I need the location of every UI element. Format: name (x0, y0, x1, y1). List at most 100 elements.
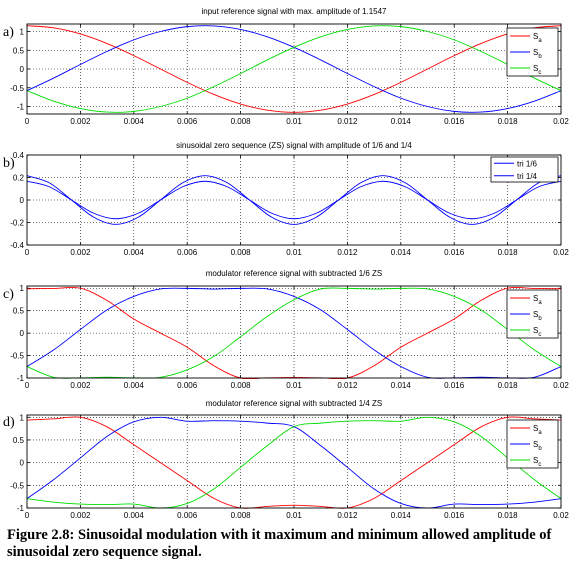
chart-title: input reference signal with max. amplitu… (202, 7, 388, 16)
legend-entry-label: Sb (533, 440, 542, 452)
series-line-sc (27, 287, 561, 379)
legend: Sa Sb Sc (506, 289, 559, 339)
y-tick-label: 0.4 (13, 151, 25, 160)
x-tick-label: 0.014 (391, 511, 412, 520)
x-tick-label: 0.01 (286, 117, 302, 126)
legend-entry-label: Sb (533, 48, 542, 60)
x-tick-label: 0.004 (124, 511, 145, 520)
x-tick-label: 0.01 (286, 248, 302, 257)
y-tick-label: -0.5 (10, 352, 24, 361)
x-tick-label: 0.02 (553, 381, 569, 390)
x-tick-label: 0.018 (498, 117, 519, 126)
series-line-tri-1-6 (27, 180, 561, 220)
chart-panel-2: b) sinusoidal zero sequence (ZS) signal w… (3, 141, 569, 257)
y-tick-label: -1 (17, 374, 25, 383)
x-tick-label: 0.006 (177, 117, 198, 126)
axes-box (26, 23, 562, 115)
x-tick-label: 0.002 (70, 511, 91, 520)
y-tick-label: 1 (20, 284, 25, 293)
x-tick-label: 0.018 (498, 248, 519, 257)
x-tick-label: 0 (25, 381, 30, 390)
x-tick-label: 0.012 (337, 248, 358, 257)
y-tick-label: -1 (17, 103, 25, 112)
legend-entry-label: Sa (533, 294, 542, 306)
chart-panel-4: d) modulator reference signal with subtra… (3, 399, 569, 520)
x-tick-label: 0.012 (337, 381, 358, 390)
y-tick-label: 0.2 (13, 174, 25, 183)
series-line-sb (27, 287, 561, 379)
legend-entry-subscript: c (538, 462, 541, 468)
x-tick-label: 0.012 (337, 117, 358, 126)
legend-entry-label: Sc (533, 456, 541, 468)
legend: Sa Sb Sc (506, 419, 559, 469)
legend-entry-subscript: c (538, 332, 541, 338)
x-tick-label: 0.004 (124, 248, 145, 257)
y-tick-label: 0 (20, 329, 25, 338)
y-tick-label: 0 (20, 196, 25, 205)
axes-box (26, 285, 562, 379)
y-tick-label: 0 (20, 459, 25, 468)
x-tick-label: 0.004 (124, 117, 145, 126)
x-tick-label: 0.008 (231, 248, 252, 257)
legend-entry-subscript: a (538, 300, 542, 306)
x-tick-label: 0.014 (391, 248, 412, 257)
chart-title: modulator reference signal with subtract… (206, 399, 383, 408)
legend-entry-label: Sa (533, 424, 542, 436)
x-tick-label: 0.006 (177, 381, 198, 390)
x-tick-label: 0.018 (498, 511, 519, 520)
legend-entry-label: tri 1/4 (517, 172, 538, 181)
x-tick-label: 0 (25, 248, 30, 257)
y-tick-label: 0 (20, 65, 25, 74)
x-tick-label: 0.004 (124, 381, 145, 390)
legend-entry-subscript: b (538, 54, 542, 60)
series-line-sc (27, 416, 561, 509)
axes-box (26, 154, 562, 246)
x-tick-label: 0.01 (286, 511, 302, 520)
panel-letter: a) (3, 25, 14, 40)
legend-entry-subscript: a (538, 430, 542, 436)
x-tick-label: 0.002 (70, 248, 91, 257)
x-tick-label: 0.012 (337, 511, 358, 520)
legend-entry-label: Sa (533, 32, 542, 44)
series-line-sa (27, 25, 561, 113)
x-tick-label: 0.016 (444, 117, 465, 126)
chart-title: modulator reference signal with subtract… (206, 269, 383, 278)
x-tick-label: 0.008 (231, 511, 252, 520)
x-tick-label: 0.016 (444, 248, 465, 257)
figure-canvas: a) input reference signal with max. ampli… (3, 7, 569, 520)
chart-panel-3: c) modulator reference signal with subtra… (3, 269, 569, 390)
y-tick-label: 1 (20, 28, 25, 37)
x-tick-label: 0.02 (553, 511, 569, 520)
legend: tri 1/6 tri 1/4 (490, 156, 559, 183)
y-tick-label: 0.5 (13, 46, 25, 55)
y-tick-label: -0.4 (10, 241, 24, 250)
legend: Sa Sb Sc (506, 27, 559, 77)
panel-letter: d) (3, 415, 15, 430)
x-tick-label: 0.002 (70, 117, 91, 126)
x-tick-label: 0.008 (231, 117, 252, 126)
series-line-tri-1-4 (27, 175, 561, 225)
legend-entry-subscript: c (538, 70, 541, 76)
x-tick-label: 0.014 (391, 381, 412, 390)
legend-entry-subscript: b (538, 446, 542, 452)
series-line-sc (27, 25, 561, 113)
y-tick-label: -0.2 (10, 219, 24, 228)
y-tick-label: -0.5 (10, 481, 24, 490)
x-tick-label: 0.02 (553, 248, 569, 257)
legend-entry-subscript: a (538, 38, 542, 44)
panel-letter: c) (3, 287, 14, 302)
y-tick-label: -0.5 (10, 84, 24, 93)
x-tick-label: 0.016 (444, 511, 465, 520)
chart-panel-1: a) input reference signal with max. ampli… (3, 7, 569, 126)
x-tick-label: 0.014 (391, 117, 412, 126)
y-tick-label: 0.5 (13, 307, 25, 316)
y-tick-label: 1 (20, 413, 25, 422)
legend-entry-label: tri 1/6 (517, 159, 538, 168)
x-tick-label: 0.002 (70, 381, 91, 390)
y-tick-label: 0.5 (13, 436, 25, 445)
chart-title: sinusoidal zero sequence (ZS) signal wit… (176, 141, 412, 150)
legend-box (490, 156, 559, 183)
legend-entry-label: Sb (533, 310, 542, 322)
x-tick-label: 0.01 (286, 381, 302, 390)
x-tick-label: 0.016 (444, 381, 465, 390)
